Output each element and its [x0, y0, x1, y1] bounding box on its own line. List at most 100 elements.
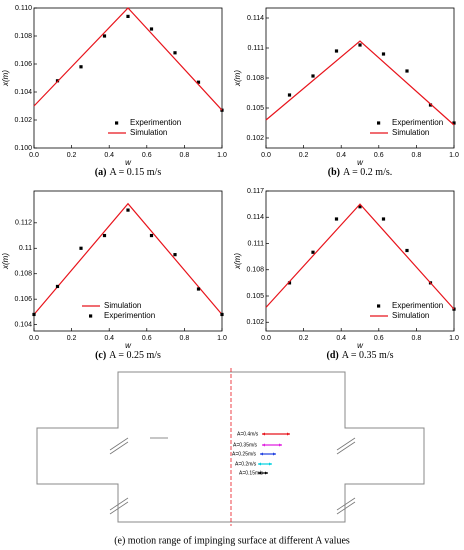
y-axis-label: x(m)	[1, 70, 10, 87]
data-point	[173, 253, 177, 257]
data-point	[149, 27, 154, 31]
caption-text: A = 0.15 m/s	[109, 167, 161, 178]
x-tick-label: 0.6	[142, 335, 152, 342]
x-tick-label: 0.8	[180, 335, 190, 342]
caption: (d) A = 0.35 m/s	[327, 350, 394, 361]
legend-marker	[377, 121, 381, 125]
data-point	[79, 246, 83, 250]
data-point	[173, 51, 177, 55]
y-tick-label: 0.114	[247, 15, 264, 22]
diagram	[36, 368, 425, 526]
data-point	[405, 248, 409, 253]
x-tick-label: 0.8	[180, 152, 190, 159]
x-tick-label: 0.2	[299, 335, 309, 342]
legend-label: Simulation	[392, 128, 429, 137]
motion-label: A=0.2m/s	[235, 461, 257, 467]
legend-label: Experimention	[392, 118, 443, 127]
arrow-head	[265, 471, 268, 475]
data-point	[55, 284, 60, 289]
y-tick-label: 0.105	[246, 105, 264, 112]
data-point	[405, 69, 409, 73]
y-tick-label: 0.106	[14, 296, 32, 303]
channel-outline	[36, 371, 425, 523]
y-axis-label: x(m)	[1, 253, 10, 270]
y-tick-label: 0.102	[14, 117, 32, 124]
simulation-line	[265, 40, 455, 126]
x-axis-label: w	[125, 341, 132, 350]
motion-label: A=0.25m/s	[232, 451, 257, 457]
motion-label: A=0.35m/s	[233, 442, 258, 448]
x-tick-label: 1.0	[217, 335, 227, 342]
data-point	[126, 208, 130, 212]
y-tick-label: 0.104	[14, 321, 32, 328]
data-point	[311, 250, 315, 254]
simulation-line	[33, 202, 223, 315]
x-tick-label: 0.4	[336, 152, 346, 159]
data-point	[102, 34, 107, 38]
x-axis-label: w	[357, 341, 364, 350]
caption: (b) A = 0.2 m/s.	[328, 167, 393, 178]
data-point	[32, 312, 36, 317]
y-tick-label: 0.112	[15, 220, 32, 227]
y-tick-label: 0.100	[14, 145, 32, 152]
x-tick-label: 0.2	[67, 152, 77, 159]
x-tick-label: 0.0	[261, 152, 271, 159]
legend-label: Experimention	[392, 301, 443, 310]
y-tick-label: 0.108	[14, 33, 32, 40]
y-tick-label: 0.102	[246, 135, 264, 142]
data-point	[452, 121, 456, 125]
x-axis-label: w	[357, 158, 364, 167]
x-tick-label: 0.2	[67, 335, 77, 342]
data-point	[381, 52, 386, 56]
simulation-line	[33, 7, 223, 111]
plot-frame	[33, 190, 223, 332]
simulation-line	[265, 203, 455, 310]
data-point	[358, 205, 362, 209]
y-tick-label: 0.104	[14, 89, 32, 96]
data-point	[428, 103, 433, 107]
legend-marker	[89, 314, 93, 318]
caption-label: (a)	[95, 167, 107, 178]
data-point	[287, 93, 292, 97]
y-tick-label: 0.108	[246, 267, 264, 274]
caption-text: A = 0.2 m/s.	[343, 167, 392, 178]
data-point	[196, 287, 201, 291]
data-point	[334, 49, 339, 53]
x-tick-label: 0.6	[374, 335, 384, 342]
data-point	[149, 233, 154, 238]
legend-label: Simulation	[130, 128, 167, 137]
motion-label: A=0.15m/s	[239, 470, 264, 476]
arrow-head	[258, 471, 261, 475]
data-point	[287, 281, 292, 285]
x-tick-label: 0.8	[412, 152, 422, 159]
y-tick-label: 0.111	[248, 240, 265, 247]
caption: (a) A = 0.15 m/s	[95, 167, 162, 178]
caption: (c) A = 0.25 m/s	[95, 350, 161, 361]
y-tick-label: 0.105	[246, 293, 264, 300]
caption-text: A = 0.25 m/s	[109, 350, 161, 361]
x-tick-label: 1.0	[449, 335, 459, 342]
arrow-head	[262, 432, 265, 436]
caption-label: (b)	[328, 167, 340, 178]
arrow-head	[260, 452, 263, 456]
caption-label: (c)	[95, 350, 106, 361]
legend-label: Simulation	[104, 301, 141, 310]
x-tick-label: 0.8	[412, 335, 422, 342]
caption-text: A = 0.35 m/s	[342, 350, 394, 361]
data-point	[79, 65, 83, 69]
arrow-head	[258, 462, 261, 466]
arrow-head	[262, 443, 265, 447]
y-tick-label: 0.106	[14, 61, 32, 68]
y-tick-label: 0.114	[247, 214, 264, 221]
y-tick-label: 0.110	[15, 5, 32, 12]
legend-label: Experimention	[130, 118, 181, 127]
data-point	[126, 14, 130, 18]
x-tick-label: 0.6	[142, 152, 152, 159]
caption-label: (d)	[327, 350, 339, 361]
x-tick-label: 0.6	[374, 152, 384, 159]
x-tick-label: 0.0	[29, 335, 39, 342]
x-tick-label: 0.2	[299, 152, 309, 159]
arrow-head	[287, 432, 290, 436]
legend-marker	[115, 121, 119, 125]
plot-frame	[33, 7, 223, 149]
